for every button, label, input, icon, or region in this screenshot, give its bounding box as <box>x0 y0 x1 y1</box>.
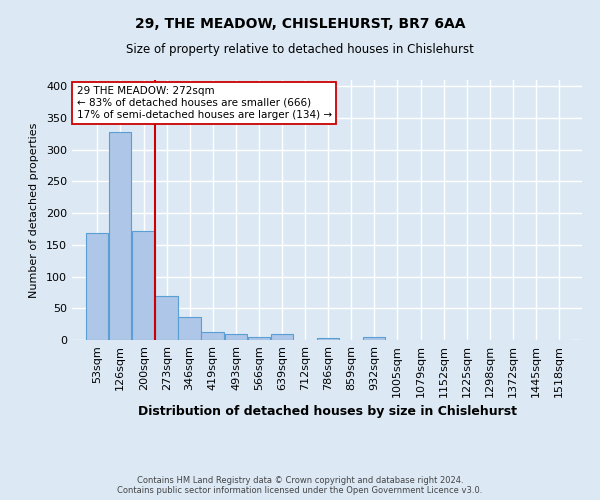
Bar <box>363 337 385 340</box>
Bar <box>271 334 293 340</box>
Text: 29 THE MEADOW: 272sqm
← 83% of detached houses are smaller (666)
17% of semi-det: 29 THE MEADOW: 272sqm ← 83% of detached … <box>77 86 332 120</box>
Bar <box>178 317 201 340</box>
Y-axis label: Number of detached properties: Number of detached properties <box>29 122 39 298</box>
X-axis label: Distribution of detached houses by size in Chislehurst: Distribution of detached houses by size … <box>137 406 517 418</box>
Text: Size of property relative to detached houses in Chislehurst: Size of property relative to detached ho… <box>126 42 474 56</box>
Bar <box>155 296 178 340</box>
Bar <box>86 234 109 340</box>
Bar <box>202 332 224 340</box>
Bar <box>225 334 247 340</box>
Text: 29, THE MEADOW, CHISLEHURST, BR7 6AA: 29, THE MEADOW, CHISLEHURST, BR7 6AA <box>135 18 465 32</box>
Text: Contains HM Land Registry data © Crown copyright and database right 2024.
Contai: Contains HM Land Registry data © Crown c… <box>118 476 482 495</box>
Bar <box>109 132 131 340</box>
Bar <box>248 338 270 340</box>
Bar <box>317 338 340 340</box>
Bar <box>133 231 155 340</box>
